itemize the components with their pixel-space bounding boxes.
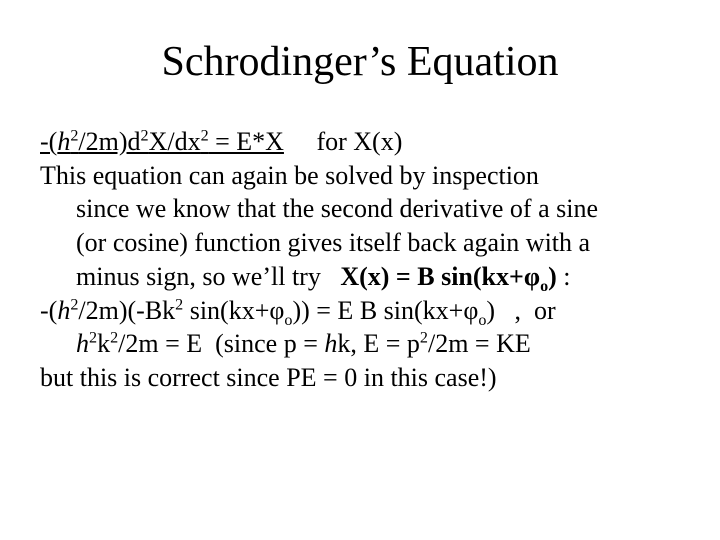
- hbar-icon: h: [57, 127, 70, 156]
- sup: 2: [110, 330, 118, 347]
- sup: 2: [201, 127, 209, 144]
- line-6: -(h2/2m)(-Bk2 sin(kx+φo)) = E B sin(kx+φ…: [40, 295, 680, 327]
- t: -(: [40, 127, 57, 156]
- t: k, E = p: [337, 329, 420, 358]
- t: ) , or: [486, 296, 555, 325]
- line-7: h2k2/2m = E (since p = hk, E = p2/2m = K…: [40, 328, 680, 360]
- sub: o: [540, 278, 548, 295]
- t: /2m)d: [78, 127, 140, 156]
- slide: Schrodinger’s Equation -(h2/2m)d2X/dx2 =…: [0, 0, 720, 540]
- t: -(: [40, 296, 57, 325]
- t: X/dx: [149, 127, 201, 156]
- line-8: but this is correct since PE = 0 in this…: [40, 362, 680, 394]
- line-2: This equation can again be solved by ins…: [40, 160, 680, 192]
- line-3: since we know that the second derivative…: [40, 193, 680, 225]
- line-1: -(h2/2m)d2X/dx2 = E*X for X(x): [40, 126, 680, 158]
- hbar-icon: h: [324, 329, 337, 358]
- slide-title: Schrodinger’s Equation: [40, 38, 680, 86]
- trial-fn: X(x) = B sin(kx+φo): [340, 262, 556, 291]
- t: X(x) = B sin(kx+φ: [340, 262, 540, 291]
- t: ): [548, 262, 557, 291]
- sup: 2: [141, 127, 149, 144]
- hbar-icon: h: [76, 329, 89, 358]
- t: minus sign, so we’ll try: [76, 262, 340, 291]
- eq-lhs: -(h2/2m)d2X/dx2 = E*X: [40, 127, 284, 156]
- sup: 2: [175, 296, 183, 313]
- slide-body: -(h2/2m)d2X/dx2 = E*X for X(x) This equa…: [40, 126, 680, 394]
- sup: 2: [89, 330, 97, 347]
- t: = E*X: [209, 127, 284, 156]
- t: k: [97, 329, 110, 358]
- sup: 2: [420, 330, 428, 347]
- hbar-icon: h: [57, 296, 70, 325]
- line-5: minus sign, so we’ll try X(x) = B sin(kx…: [40, 261, 680, 293]
- t: sin(kx+φ: [183, 296, 284, 325]
- t: /2m = E (since p =: [118, 329, 324, 358]
- t: :: [557, 262, 571, 291]
- line-4: (or cosine) function gives itself back a…: [40, 227, 680, 259]
- t: for X(x): [284, 127, 402, 156]
- t: /2m = KE: [428, 329, 531, 358]
- t: /2m)(-Bk: [78, 296, 175, 325]
- t: )) = E B sin(kx+φ: [292, 296, 478, 325]
